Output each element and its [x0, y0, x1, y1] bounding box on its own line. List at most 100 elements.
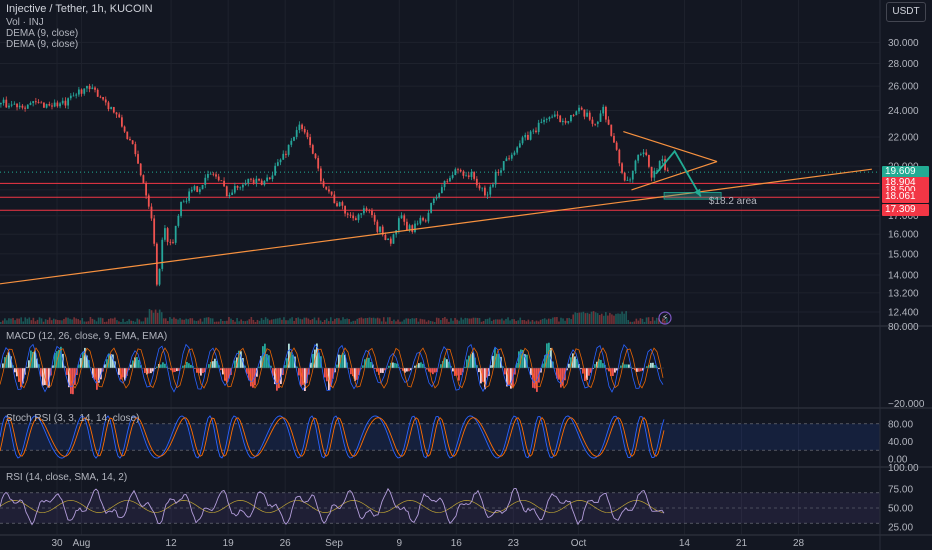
candle-body [2, 99, 5, 104]
volume-bar [279, 317, 281, 324]
macd-histogram-bar [20, 368, 22, 388]
macd-histogram-bar [368, 357, 370, 368]
macd-histogram-bar [458, 368, 460, 381]
volume-bar [480, 321, 483, 324]
volume-bar [73, 317, 75, 324]
volume-bar [653, 320, 656, 324]
macd-histogram-bar [530, 368, 532, 376]
candle-body [658, 161, 661, 171]
macd-histogram-bar [540, 368, 542, 373]
candle-body [118, 114, 121, 118]
volume-bar [197, 320, 200, 324]
candle-body [524, 134, 527, 138]
volume-bar [592, 311, 595, 324]
macd-histogram-bar [190, 364, 192, 368]
volume-bar [38, 317, 41, 324]
volume-bar [446, 318, 448, 324]
volume-bar [607, 315, 609, 324]
volume-bar [32, 317, 35, 324]
macd-histogram-bar [98, 368, 100, 383]
volume-bar [156, 312, 159, 324]
macd-histogram-bar [620, 365, 622, 368]
macd-histogram-bar [414, 365, 416, 368]
macd-histogram-bar [284, 365, 286, 368]
volume-bar [83, 321, 86, 324]
macd-histogram-bar [640, 368, 642, 372]
macd-histogram-bar [452, 368, 454, 372]
macd-histogram-bar [326, 368, 328, 382]
candle-body [352, 215, 355, 219]
currency-button[interactable]: USDT [886, 2, 926, 22]
macd-histogram-bar [336, 364, 338, 368]
macd-histogram-bar [410, 368, 412, 371]
macd-histogram-bar [404, 368, 406, 373]
stoch-rsi-legend[interactable]: Stoch RSI (3, 3, 14, 14, close) [6, 413, 140, 424]
macd-histogram-bar [474, 357, 476, 368]
candle-body [123, 126, 126, 132]
macd-histogram-bar [626, 364, 628, 368]
price-axis[interactable]: 30.00028.00026.00024.00022.00020.00018.5… [888, 38, 925, 534]
candle-body [268, 177, 271, 179]
candle-body [94, 87, 96, 90]
macd-histogram-bar [306, 368, 308, 384]
candle-body [37, 102, 40, 104]
volume-bar [568, 317, 570, 324]
price-tick-label: 13.200 [888, 288, 919, 299]
volume-bar [609, 312, 611, 324]
volume-bar [470, 318, 473, 324]
rsi-legend[interactable]: RSI (14, close, SMA, 14, 2) [6, 472, 128, 483]
candle-body [223, 180, 225, 187]
volume-bar [315, 320, 318, 324]
candle-body [556, 114, 559, 116]
volume-bar [240, 319, 242, 324]
volume-bar [350, 321, 352, 324]
macd-histogram-bar [614, 368, 616, 373]
lightning-icon [658, 311, 672, 325]
candle-body [293, 136, 295, 141]
volume-bar [325, 318, 328, 324]
macd-histogram-bar [340, 355, 342, 368]
candle-body [427, 212, 430, 222]
macd-histogram-bar [364, 359, 366, 368]
volume-bar [87, 321, 90, 324]
volume-bar [505, 318, 507, 324]
candle-body [422, 217, 424, 221]
symbol-title[interactable]: Injective / Tether, 1h, KUCOIN [6, 3, 153, 15]
volume-bar [486, 318, 489, 324]
candle-body [182, 201, 185, 203]
volume-bar [509, 320, 511, 324]
candle-body [56, 102, 59, 107]
target-box [663, 192, 722, 200]
macd-histogram-bar [358, 368, 360, 376]
macd-histogram-bar [394, 363, 396, 368]
macd-histogram-bar [420, 362, 422, 368]
volume-bar [372, 317, 375, 324]
time-axis[interactable]: 30 Aug 12 19 26 Sep 9 16 23 Oct 14 21 28 [51, 538, 804, 549]
candle-body [282, 153, 285, 160]
candle-body [34, 101, 37, 103]
volume-bar [50, 320, 53, 324]
volume-legend[interactable]: Vol · INJ [6, 17, 44, 28]
volume-bar [154, 309, 157, 324]
volume-bar [36, 319, 39, 324]
dema-legend-1[interactable]: DEMA (9, close) [6, 28, 79, 39]
candle-body [583, 109, 586, 117]
macd-histogram-bar [28, 360, 30, 368]
volume-bar [323, 320, 326, 324]
macd-legend[interactable]: MACD (12, 26, close, 9, EMA, EMA) [6, 331, 168, 342]
macd-tick-label: 80.000 [888, 322, 919, 333]
candle-body [196, 186, 199, 192]
macd-histogram-bar [2, 363, 4, 368]
candle-body [561, 120, 564, 123]
volume-bar [344, 319, 346, 324]
volume-bar [317, 317, 320, 324]
candle-body [648, 155, 650, 167]
candle-body [115, 112, 118, 115]
candle-body [338, 202, 341, 207]
volume-bar [165, 318, 167, 324]
volume-bar [75, 318, 77, 324]
dema-legend-2[interactable]: DEMA (9, close) [6, 39, 79, 50]
volume-bar [631, 321, 634, 324]
